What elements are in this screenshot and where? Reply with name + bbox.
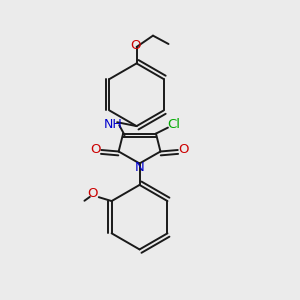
Text: O: O bbox=[130, 39, 140, 52]
Text: O: O bbox=[87, 188, 98, 200]
Text: O: O bbox=[91, 142, 101, 156]
Text: O: O bbox=[178, 142, 188, 156]
Text: Cl: Cl bbox=[167, 118, 180, 131]
Text: N: N bbox=[135, 160, 144, 173]
Text: NH: NH bbox=[103, 118, 122, 131]
